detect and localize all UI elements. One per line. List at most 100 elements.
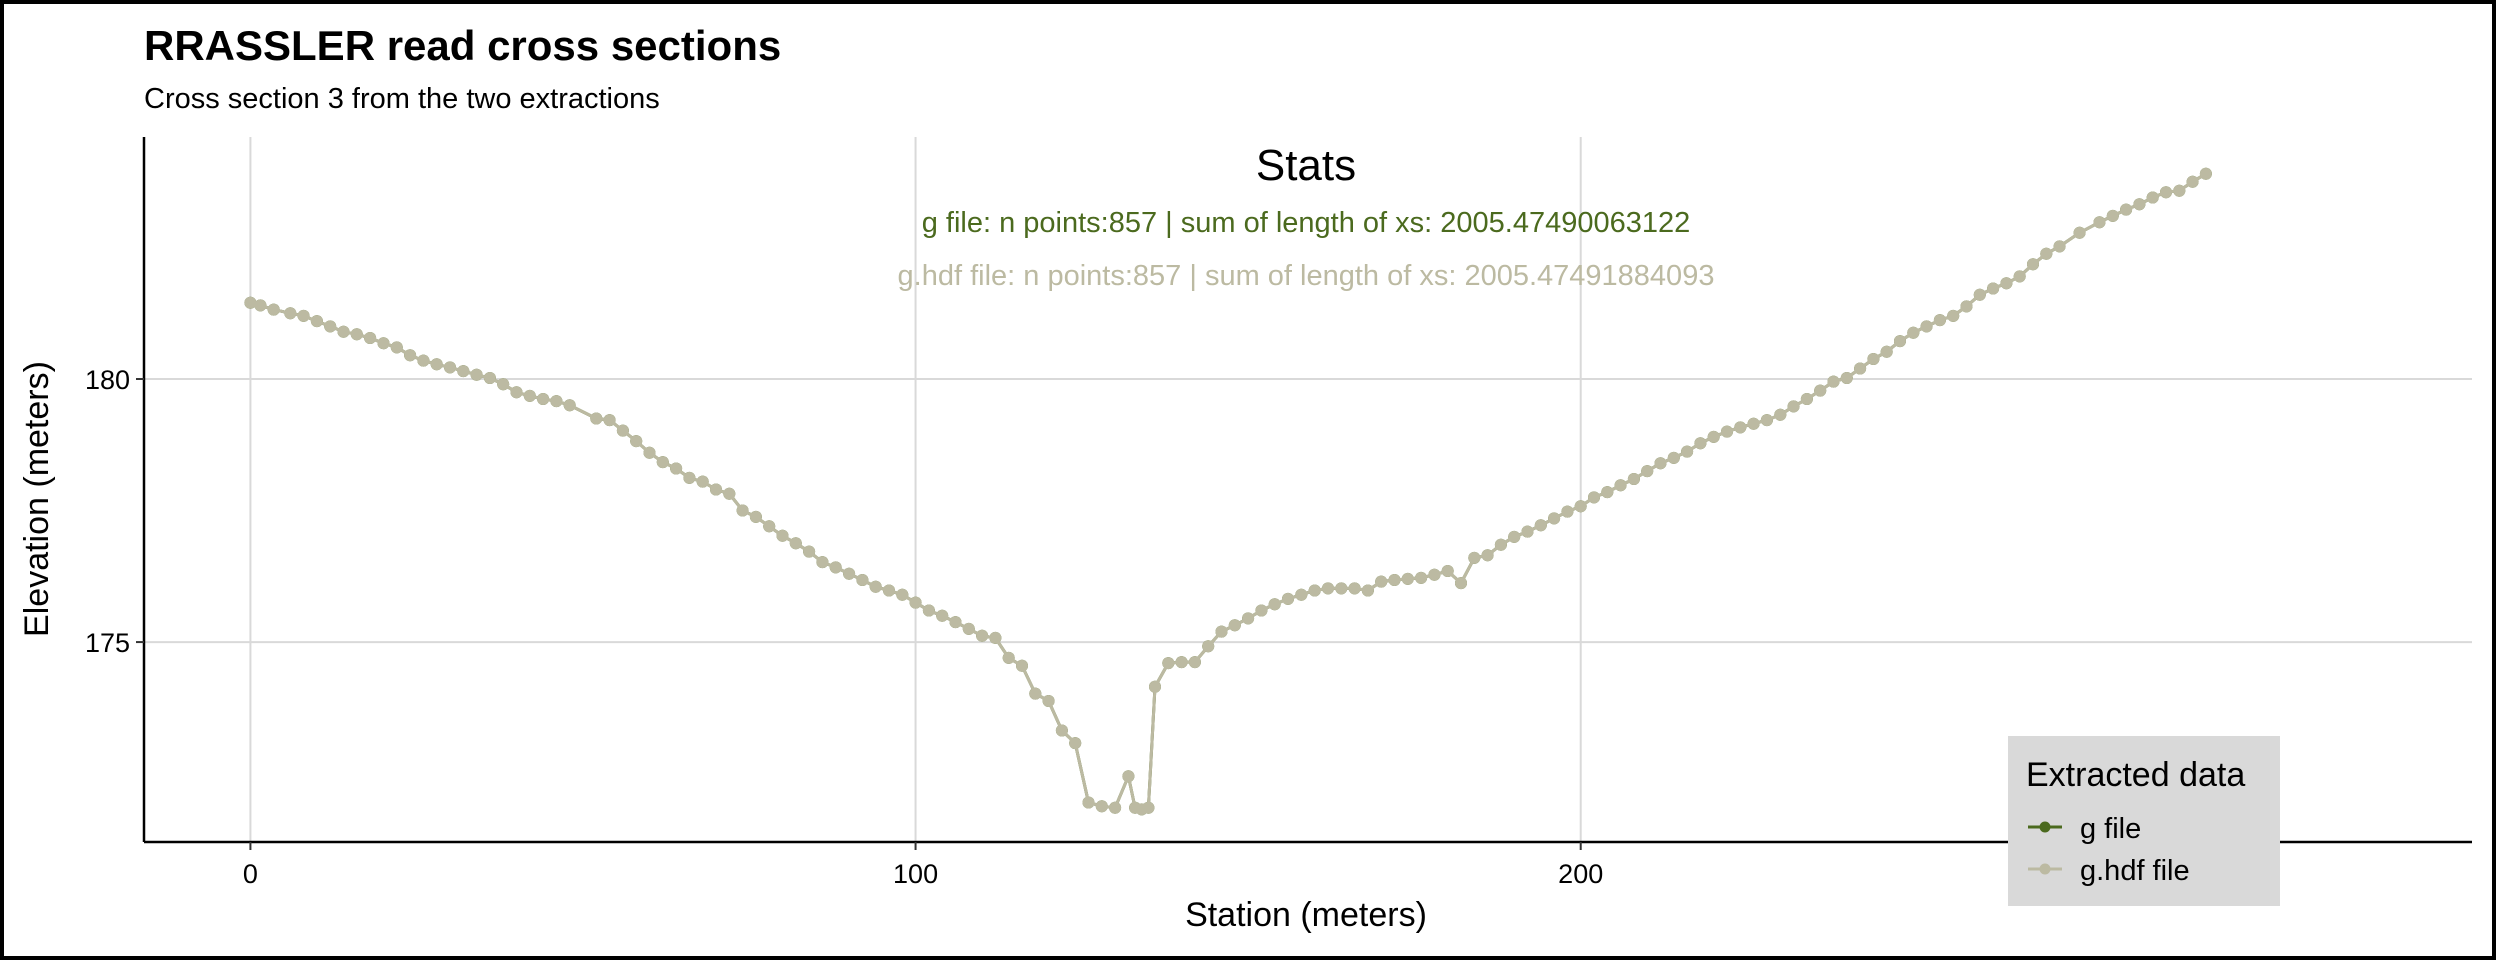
data-point-g-hdf-file-135 <box>2027 258 2039 271</box>
data-point-g-hdf-file-114 <box>1747 417 1760 430</box>
x-tick-label-200: 200 <box>1558 859 1603 889</box>
data-point-g-hdf-file-81 <box>1308 584 1321 597</box>
data-point-g-hdf-file-39 <box>776 529 789 542</box>
data-point-g-hdf-file-49 <box>909 596 922 609</box>
data-point-g-hdf-file-89 <box>1415 571 1428 584</box>
data-point-g-hdf-file-133 <box>2000 277 2013 290</box>
data-point-g-hdf-file-8 <box>350 328 363 341</box>
data-point-g-hdf-file-106 <box>1641 465 1654 478</box>
data-point-g-hdf-file-129 <box>1947 309 1960 322</box>
data-point-g-hdf-file-104 <box>1614 479 1627 492</box>
data-point-g-hdf-file-98 <box>1534 519 1547 532</box>
chart-subtitle: Cross section 3 from the two extractions <box>144 83 660 115</box>
y-tick-label-175: 175 <box>85 628 130 658</box>
data-point-g-hdf-file-103 <box>1601 486 1614 499</box>
data-point-g-hdf-file-22 <box>537 393 550 405</box>
data-point-g-hdf-file-46 <box>869 580 882 593</box>
y-tick-label-180: 180 <box>85 365 130 395</box>
data-point-g-hdf-file-6 <box>324 320 337 333</box>
data-point-g-hdf-file-35 <box>723 487 736 500</box>
y-axis-label: Elevation (meters) <box>18 361 56 637</box>
data-point-g-hdf-file-13 <box>417 354 430 367</box>
data-point-g-hdf-file-138 <box>2073 226 2086 239</box>
chart-title: RRASSLER read cross sections <box>144 22 781 69</box>
data-point-g-hdf-file-12 <box>404 349 417 362</box>
data-point-g-hdf-file-121 <box>1840 372 1853 384</box>
data-point-g-hdf-file-60 <box>1055 724 1068 737</box>
data-point-g-hdf-file-73 <box>1202 640 1215 653</box>
data-point-g-hdf-file-14 <box>430 358 443 371</box>
data-point-g-hdf-file-143 <box>2146 191 2159 204</box>
data-point-g-hdf-file-50 <box>922 604 935 617</box>
data-point-g-hdf-file-34 <box>710 483 722 496</box>
data-point-g-hdf-file-84 <box>1348 582 1361 595</box>
data-point-g-hdf-file-63 <box>1095 800 1108 813</box>
data-point-g-hdf-file-38 <box>763 520 776 533</box>
data-point-g-hdf-file-32 <box>683 471 696 484</box>
data-point-g-hdf-file-94 <box>1481 549 1494 562</box>
data-point-g-hdf-file-15 <box>444 361 456 374</box>
data-point-g-hdf-file-142 <box>2133 198 2146 211</box>
data-point-g-hdf-file-75 <box>1228 619 1241 632</box>
data-point-g-hdf-file-51 <box>936 609 949 622</box>
data-point-g-hdf-file-27 <box>616 424 629 437</box>
data-point-g-hdf-file-125 <box>1894 335 1906 348</box>
data-point-g-hdf-file-112 <box>1721 425 1733 438</box>
data-point-g-hdf-file-96 <box>1508 530 1521 543</box>
data-point-g-hdf-file-52 <box>949 616 962 629</box>
data-point-g-hdf-file-72 <box>1188 656 1201 669</box>
data-point-g-hdf-file-28 <box>630 435 643 448</box>
data-point-g-hdf-file-146 <box>2186 175 2199 188</box>
data-point-g-hdf-file-86 <box>1375 575 1388 588</box>
data-point-g-hdf-file-122 <box>1854 362 1867 375</box>
data-point-g-hdf-file-25 <box>590 412 603 425</box>
data-point-g-hdf-file-137 <box>2053 240 2066 253</box>
data-point-g-hdf-file-29 <box>643 446 656 459</box>
series-line-g-hdf-file <box>250 172 2207 811</box>
data-point-g-hdf-file-124 <box>1880 345 1893 358</box>
x-tick-label-100: 100 <box>893 859 938 889</box>
data-point-g-hdf-file-78 <box>1268 598 1281 611</box>
data-point-g-hdf-file-139 <box>2093 216 2106 229</box>
data-point-g-hdf-file-65 <box>1122 770 1135 783</box>
data-point-g-hdf-file-92 <box>1455 577 1467 590</box>
data-point-g-hdf-file-130 <box>1960 300 1973 313</box>
data-point-g-hdf-file-40 <box>789 537 802 550</box>
data-point-g-hdf-file-97 <box>1521 525 1534 538</box>
data-point-g-hdf-file-11 <box>390 341 403 354</box>
data-point-g-hdf-file-53 <box>962 622 975 635</box>
data-point-g-hdf-file-74 <box>1215 625 1228 638</box>
data-point-g-hdf-file-30 <box>656 456 669 469</box>
stats-annotation: Stats g file: n points:857 | sum of leng… <box>898 141 1715 292</box>
data-point-g-hdf-file-48 <box>896 588 909 601</box>
tick-labels: 0 100 200 175 180 <box>85 365 1603 889</box>
data-point-g-hdf-file-57 <box>1016 659 1028 672</box>
data-point-g-hdf-file-108 <box>1667 451 1680 464</box>
data-point-g-hdf-file-128 <box>1933 314 1946 327</box>
data-point-g-hdf-file-117 <box>1787 400 1800 413</box>
data-point-g-hdf-file-7 <box>337 325 350 338</box>
data-point-g-hdf-file-54 <box>976 629 989 642</box>
data-point-g-hdf-file-0 <box>244 296 257 309</box>
data-point-g-hdf-file-111 <box>1707 430 1720 443</box>
data-point-g-hdf-file-88 <box>1401 572 1414 585</box>
cross-section-chart: RRASSLER read cross sections Cross secti… <box>18 22 2472 934</box>
data-point-g-hdf-file-64 <box>1109 801 1122 814</box>
x-tick-label-0: 0 <box>243 859 258 889</box>
x-axis-label: Station (meters) <box>1185 896 1427 934</box>
data-point-g-hdf-file-71 <box>1175 656 1188 669</box>
data-point-g-hdf-file-105 <box>1627 473 1640 485</box>
data-point-g-hdf-file-82 <box>1322 582 1334 595</box>
data-point-g-hdf-file-26 <box>603 414 616 427</box>
data-point-g-hdf-file-95 <box>1494 538 1507 551</box>
data-point-g-hdf-file-127 <box>1920 320 1933 333</box>
data-point-g-hdf-file-24 <box>563 399 576 412</box>
grid-lines <box>144 137 2472 842</box>
data-point-g-hdf-file-99 <box>1548 512 1561 525</box>
legend: Extracted data g file g.hdf file <box>2008 736 2280 906</box>
legend-label-g-hdf-file: g.hdf file <box>2080 855 2190 887</box>
data-point-g-hdf-file-21 <box>523 389 536 402</box>
data-point-g-hdf-file-144 <box>2160 186 2172 199</box>
data-point-g-hdf-file-131 <box>1973 288 1986 301</box>
